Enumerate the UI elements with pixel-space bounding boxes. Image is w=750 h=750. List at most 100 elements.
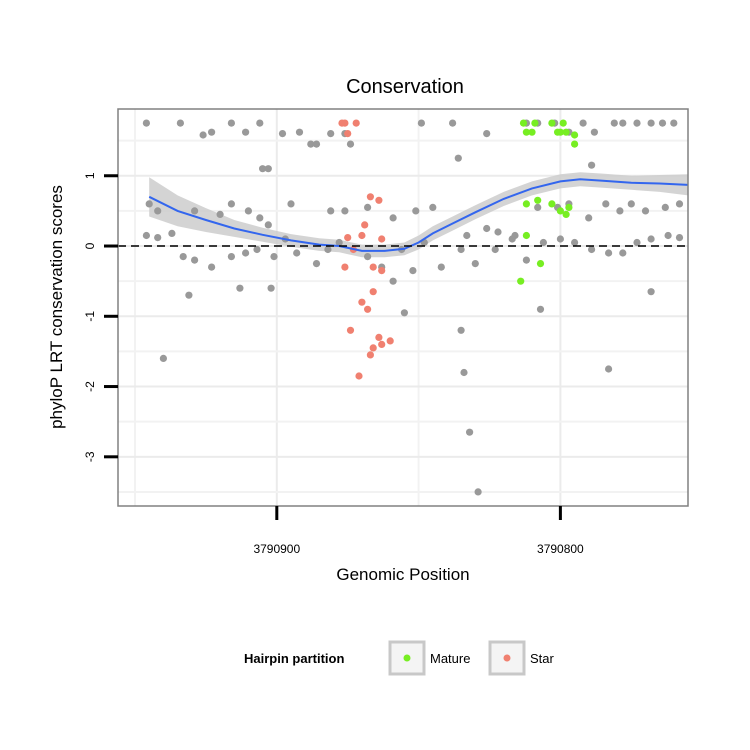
point-other-24 bbox=[619, 119, 627, 127]
point-other-27 bbox=[658, 119, 667, 127]
point-star-12 bbox=[378, 267, 386, 275]
point-other-10 bbox=[312, 140, 321, 148]
point-mature-15 bbox=[562, 210, 570, 218]
point-star-4 bbox=[366, 193, 374, 201]
series-star bbox=[338, 119, 394, 380]
point-mature-16 bbox=[565, 203, 573, 211]
point-other-14 bbox=[417, 119, 425, 127]
point-star-19 bbox=[378, 340, 386, 348]
point-other-21 bbox=[579, 119, 587, 127]
point-other-43 bbox=[341, 207, 349, 215]
point-star-8 bbox=[344, 234, 352, 242]
y-axis: -3 -2 -1 0 1 bbox=[83, 172, 118, 462]
point-mature-19 bbox=[522, 231, 531, 240]
plot-border bbox=[117, 108, 689, 507]
point-other-55 bbox=[585, 214, 593, 222]
plot-area bbox=[117, 108, 689, 507]
point-other-41 bbox=[287, 200, 295, 208]
point-mature-6 bbox=[556, 128, 565, 136]
point-other-46 bbox=[412, 207, 420, 215]
point-other-68 bbox=[227, 253, 235, 261]
point-other-110 bbox=[474, 488, 482, 496]
point-mature-17 bbox=[536, 260, 545, 268]
series-other bbox=[142, 119, 684, 496]
point-other-67 bbox=[208, 263, 216, 271]
point-star-7 bbox=[358, 231, 366, 240]
point-mature-13 bbox=[548, 200, 556, 208]
point-other-60 bbox=[661, 203, 669, 211]
point-star-5 bbox=[375, 196, 383, 204]
point-other-83 bbox=[437, 263, 445, 271]
legend: Hairpin partition Mature Star bbox=[244, 640, 555, 676]
point-star-13 bbox=[378, 235, 386, 243]
point-star-1 bbox=[341, 119, 349, 127]
point-mature-9 bbox=[571, 131, 579, 139]
point-other-106 bbox=[457, 326, 465, 334]
point-other-85 bbox=[471, 260, 479, 268]
point-other-81 bbox=[409, 267, 417, 275]
point-other-87 bbox=[508, 235, 516, 243]
point-mature-10 bbox=[571, 140, 579, 148]
point-star-14 bbox=[346, 326, 355, 334]
legend-dot-mature bbox=[403, 654, 411, 662]
point-other-58 bbox=[627, 200, 635, 208]
point-mature-18 bbox=[517, 277, 525, 285]
point-other-6 bbox=[256, 119, 264, 127]
point-other-40 bbox=[264, 221, 272, 229]
point-other-95 bbox=[633, 238, 641, 247]
legend-label-star: Star bbox=[530, 651, 555, 666]
point-other-70 bbox=[253, 245, 261, 254]
point-other-39 bbox=[256, 214, 264, 222]
point-other-59 bbox=[641, 207, 650, 215]
point-mature-11 bbox=[522, 200, 531, 208]
legend-label-mature: Mature bbox=[430, 651, 470, 666]
points-layer bbox=[142, 119, 684, 496]
point-other-9 bbox=[307, 140, 315, 148]
point-other-77 bbox=[364, 253, 372, 261]
point-other-108 bbox=[466, 428, 474, 436]
point-other-76 bbox=[335, 238, 343, 247]
point-other-37 bbox=[227, 200, 235, 208]
point-mature-8 bbox=[562, 128, 570, 136]
point-mature-1 bbox=[522, 128, 531, 136]
point-other-32 bbox=[588, 161, 596, 169]
point-star-22 bbox=[375, 333, 383, 341]
point-other-69 bbox=[242, 249, 250, 257]
x-tick-label-1: 3790800 bbox=[537, 542, 584, 556]
point-star-3 bbox=[352, 119, 360, 127]
point-other-86 bbox=[491, 245, 499, 254]
point-mature-14 bbox=[556, 207, 565, 215]
legend-dot-star bbox=[503, 654, 511, 662]
point-other-65 bbox=[179, 253, 187, 261]
point-other-102 bbox=[400, 309, 408, 317]
legend-entry-star: Star bbox=[488, 640, 555, 676]
point-other-28 bbox=[670, 119, 678, 127]
x-axis: 3790900 3790800 bbox=[253, 506, 584, 556]
point-other-3 bbox=[208, 128, 216, 136]
point-other-105 bbox=[159, 354, 167, 362]
point-other-91 bbox=[571, 238, 579, 247]
y-tick-label-1: -2 bbox=[83, 381, 97, 392]
point-other-56 bbox=[602, 200, 610, 208]
point-other-44 bbox=[364, 203, 372, 211]
point-star-18 bbox=[366, 351, 374, 359]
point-other-66 bbox=[191, 256, 199, 264]
point-mature-7 bbox=[559, 119, 567, 127]
smooth-layer bbox=[148, 178, 688, 252]
point-other-61 bbox=[675, 200, 684, 208]
chart-title: Conservation bbox=[346, 76, 464, 98]
point-mature-2 bbox=[528, 128, 536, 136]
point-other-16 bbox=[483, 130, 491, 138]
point-other-109 bbox=[605, 365, 613, 373]
ribbon-layer bbox=[149, 163, 688, 258]
point-other-0 bbox=[142, 119, 150, 127]
point-other-36 bbox=[216, 210, 224, 218]
smooth-line bbox=[148, 178, 688, 252]
point-other-100 bbox=[267, 284, 275, 292]
point-other-31 bbox=[259, 165, 267, 173]
point-other-88 bbox=[522, 256, 531, 264]
point-other-96 bbox=[647, 235, 655, 243]
x-axis-title: Genomic Position bbox=[336, 565, 469, 584]
point-star-23 bbox=[355, 372, 363, 380]
point-star-15 bbox=[358, 298, 366, 306]
